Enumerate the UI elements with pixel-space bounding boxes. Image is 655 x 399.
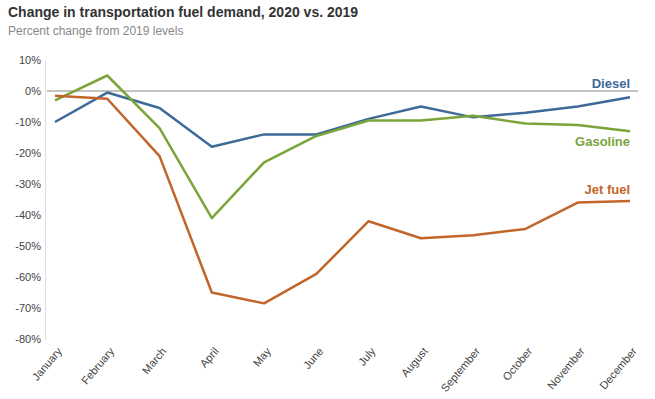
x-tick: May (251, 345, 274, 369)
y-tick-label: 10% (19, 54, 41, 66)
x-tick: March (140, 345, 169, 376)
x-axis: January February March April May June July Augu… (30, 345, 640, 394)
x-tick-label: May (251, 345, 274, 369)
x-tick-label: January (30, 345, 65, 383)
y-tick: -20% (15, 147, 45, 159)
x-tick: November (545, 345, 587, 392)
y-tick: -80% (15, 333, 45, 345)
y-tick-label: -30% (15, 178, 41, 190)
x-tick-label: October (500, 345, 535, 383)
y-tick-label: -10% (15, 116, 41, 128)
y-tick-label: -80% (15, 333, 41, 345)
x-axis-line (56, 347, 631, 348)
y-tick-label: -50% (15, 240, 41, 252)
x-tick-label: June (301, 345, 326, 371)
x-tick: April (197, 345, 220, 370)
title: Change in transportation fuel demand, 20… (8, 4, 358, 20)
x-tick-label: July (356, 345, 378, 368)
y-tick: -30% (15, 178, 45, 190)
x-tick: January (30, 345, 65, 383)
series-label: Diesel (592, 76, 630, 91)
y-axis: 10% 0% -10% -20% -30% -40% -50% -60% -70% -80% (15, 54, 45, 345)
series-label: Jet fuel (584, 182, 630, 197)
y-tick-label: -40% (15, 209, 41, 221)
x-tick: August (399, 345, 430, 379)
x-tick: September (438, 345, 482, 394)
y-tick: -60% (15, 271, 45, 283)
y-tick: -40% (15, 209, 45, 221)
y-tick-label: -60% (15, 271, 41, 283)
lines (55, 76, 630, 304)
x-tick-label: December (597, 345, 639, 392)
series-line (55, 96, 630, 304)
x-tick: December (597, 345, 639, 392)
y-tick: 0% (25, 85, 45, 97)
x-tick: July (356, 345, 378, 368)
y-tick-label: 0% (25, 85, 41, 97)
x-tick-label: September (438, 345, 482, 394)
y-tick: -10% (15, 116, 45, 128)
y-tick: -50% (15, 240, 45, 252)
x-tick-label: April (197, 345, 220, 370)
series-line (55, 76, 630, 219)
chart: Change in transportation fuel demand, 20… (0, 0, 655, 399)
series-label: Gasoline (575, 134, 630, 149)
y-tick: -70% (15, 302, 45, 314)
y-axis-line (45, 61, 46, 340)
y-tick-label: -20% (15, 147, 41, 159)
x-tick: June (301, 345, 326, 371)
x-tick-label: November (545, 345, 587, 392)
y-tick: 10% (19, 54, 45, 66)
subtitle: Percent change from 2019 levels (8, 24, 183, 38)
x-tick-label: February (79, 345, 117, 387)
zero-line (47, 91, 638, 92)
x-tick-label: August (399, 345, 430, 379)
series-line (55, 93, 630, 147)
x-tick-label: March (140, 345, 169, 376)
x-tick: October (500, 345, 535, 383)
x-tick: February (79, 345, 117, 387)
y-tick-label: -70% (15, 302, 41, 314)
